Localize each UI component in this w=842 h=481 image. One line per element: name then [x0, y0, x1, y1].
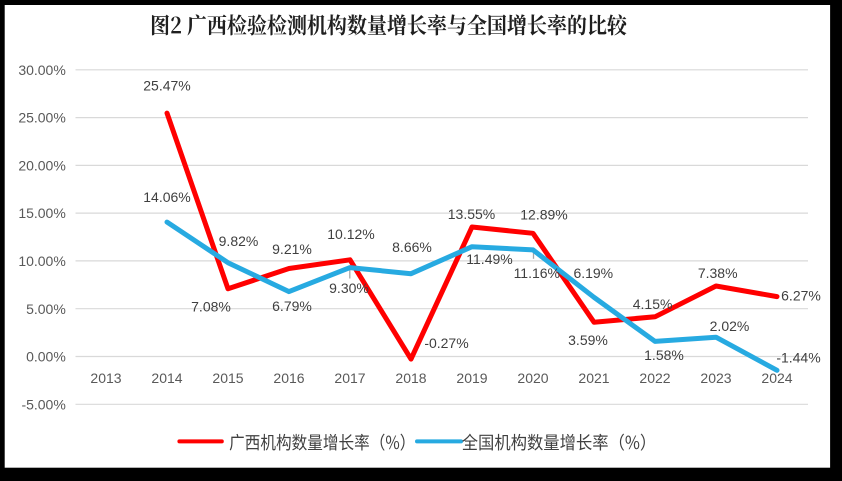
svg-text:2018: 2018: [395, 370, 426, 386]
svg-text:7.08%: 7.08%: [191, 299, 231, 315]
svg-text:6.27%: 6.27%: [781, 288, 821, 304]
svg-text:2021: 2021: [578, 370, 609, 386]
svg-text:2020: 2020: [517, 370, 548, 386]
svg-text:9.30%: 9.30%: [329, 280, 369, 296]
svg-text:2019: 2019: [456, 370, 487, 386]
svg-text:20.00%: 20.00%: [18, 158, 65, 174]
svg-text:10.12%: 10.12%: [327, 226, 374, 242]
svg-text:9.21%: 9.21%: [272, 241, 312, 257]
svg-text:6.79%: 6.79%: [272, 298, 312, 314]
svg-text:13.55%: 13.55%: [448, 206, 495, 222]
svg-text:-0.27%: -0.27%: [424, 335, 468, 351]
svg-text:11.49%: 11.49%: [466, 251, 512, 267]
svg-text:6.19%: 6.19%: [573, 265, 613, 281]
svg-text:11.16%: 11.16%: [514, 265, 560, 281]
svg-text:12.89%: 12.89%: [520, 206, 567, 222]
svg-text:2023: 2023: [700, 370, 731, 386]
svg-text:30.00%: 30.00%: [18, 62, 65, 78]
svg-text:25.47%: 25.47%: [143, 78, 190, 94]
svg-text:4.15%: 4.15%: [633, 296, 673, 312]
svg-text:3.59%: 3.59%: [568, 332, 608, 348]
svg-text:14.06%: 14.06%: [143, 189, 190, 205]
svg-text:-1.44%: -1.44%: [776, 350, 820, 366]
svg-text:2016: 2016: [273, 370, 304, 386]
svg-text:2024: 2024: [761, 370, 792, 386]
svg-text:-5.00%: -5.00%: [21, 396, 65, 412]
svg-text:5.00%: 5.00%: [26, 301, 66, 317]
svg-text:2015: 2015: [212, 370, 243, 386]
svg-text:8.66%: 8.66%: [392, 239, 432, 255]
svg-text:10.00%: 10.00%: [18, 253, 65, 269]
svg-text:1.58%: 1.58%: [644, 347, 684, 363]
svg-text:2017: 2017: [334, 370, 365, 386]
svg-text:2022: 2022: [639, 370, 670, 386]
svg-text:2014: 2014: [151, 370, 182, 386]
svg-text:2.02%: 2.02%: [710, 318, 750, 334]
svg-text:7.38%: 7.38%: [698, 265, 738, 281]
svg-text:15.00%: 15.00%: [18, 205, 65, 221]
svg-text:9.82%: 9.82%: [219, 233, 259, 249]
svg-text:2013: 2013: [90, 370, 121, 386]
svg-text:0.00%: 0.00%: [26, 349, 66, 365]
svg-text:25.00%: 25.00%: [18, 110, 65, 126]
